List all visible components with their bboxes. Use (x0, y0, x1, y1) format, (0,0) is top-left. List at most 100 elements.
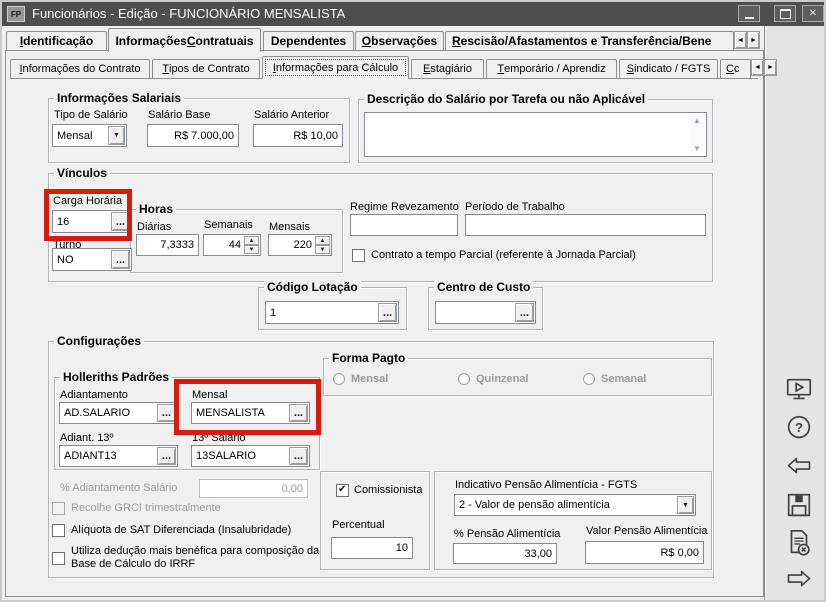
sat-label: Alíquota de SAT Diferenciada (Insalubrid… (71, 524, 292, 536)
pensao-valor-label: Valor Pensão Alimentícia (586, 525, 708, 537)
ellipsis-button[interactable]: ... (157, 447, 176, 465)
tipo-salario-label: Tipo de Salário (54, 109, 128, 121)
centro-custo-input[interactable]: ... (435, 301, 536, 324)
scroll-up-icon[interactable]: ▲ (693, 116, 701, 125)
forma-quinzenal-radio (458, 373, 470, 385)
forma-semanal-label: Semanal (601, 373, 647, 385)
pensao-pct-label: % Pensão Alimentícia (454, 528, 561, 540)
horas-diarias-input[interactable]: 7,3333 (136, 234, 199, 256)
percentual-label: Percentual (332, 519, 385, 531)
group-title: Configurações (54, 335, 145, 347)
adiantamento-label: Adiantamento (60, 389, 128, 401)
ellipsis-button[interactable]: ... (289, 404, 308, 422)
ellipsis-button[interactable]: ... (515, 303, 534, 322)
salario-base-input[interactable]: R$ 7.000,00 (147, 124, 239, 147)
regime-revezamento-label: Regime Revezamento (350, 201, 459, 213)
maximize-icon (779, 8, 791, 19)
descricao-textarea[interactable]: ▲ ▼ (364, 112, 707, 157)
maximize-button[interactable] (774, 5, 796, 22)
carga-horaria-label: Carga Horária (53, 195, 123, 207)
pensao-indicativo-label: Indicativo Pensão Alimentícia - FGTS (455, 479, 638, 491)
salario13-input[interactable]: 13SALARIO ... (191, 445, 310, 467)
percentual-input[interactable]: 10 (331, 537, 413, 559)
sat-checkbox[interactable] (52, 524, 65, 537)
horas-mensais-stepper[interactable]: 220 ▲ ▼ (268, 234, 332, 256)
close-button[interactable]: ✕ (802, 5, 824, 22)
secondary-tabs-scroll-right[interactable]: ► (764, 59, 777, 76)
titlebar[interactable]: FP Funcionários - Edição - FUNCIONÁRIO M… (2, 2, 824, 26)
adiant13-input[interactable]: ADIANT13 ... (59, 445, 178, 467)
turno-input[interactable]: NO ... (52, 248, 132, 271)
group-pensao-alimenticia (434, 471, 712, 570)
scroll-right-icon: ► (750, 36, 757, 44)
scroll-down-icon[interactable]: ▼ (693, 144, 701, 153)
spin-down-icon[interactable]: ▼ (315, 245, 330, 254)
help-button[interactable]: ? (781, 411, 817, 445)
group-horas (130, 209, 343, 273)
mensal-input[interactable]: MENSALISTA ... (191, 402, 310, 424)
next-record-button[interactable] (781, 562, 817, 596)
contrato-parcial-checkbox[interactable] (352, 249, 365, 262)
periodo-trabalho-input[interactable] (465, 214, 706, 236)
salario-base-label: Salário Base (148, 109, 211, 121)
group-title: Centro de Custo (434, 281, 534, 293)
textarea-scrollbar[interactable]: ▲ ▼ (689, 114, 705, 155)
spinner[interactable]: ▲ ▼ (244, 236, 259, 254)
spin-up-icon[interactable]: ▲ (315, 236, 330, 245)
minimize-icon (744, 16, 754, 19)
tab-dependentes[interactable]: Dependentes (263, 31, 354, 50)
tipo-salario-select[interactable]: Mensal ▼ (52, 124, 127, 147)
dropdown-arrow-icon[interactable]: ▼ (677, 496, 694, 514)
secondary-tabs-scroll-left[interactable]: ◄ (751, 59, 764, 76)
comissionista-checkbox[interactable] (336, 484, 349, 497)
horas-semanais-stepper[interactable]: 44 ▲ ▼ (203, 234, 261, 256)
group-title: Forma Pagto (329, 352, 409, 364)
cancel-record-button[interactable] (781, 526, 817, 560)
forma-mensal-radio (333, 373, 345, 385)
document-cancel-icon (790, 529, 810, 556)
arrow-right-icon (787, 570, 811, 587)
monitor-play-icon (786, 378, 812, 400)
contrato-parcial-label: Contrato a tempo Parcial (referente à Jo… (371, 249, 636, 261)
dropdown-arrow-icon[interactable]: ▼ (108, 126, 125, 145)
save-button[interactable] (781, 488, 817, 522)
primary-tabs-scroll-right[interactable]: ► (747, 31, 760, 49)
primary-tabs-scroll-left[interactable]: ◄ (734, 31, 747, 49)
codigo-lotacao-input[interactable]: 1 ... (265, 301, 399, 324)
grci-label: Recolhe GRCI trimestralmente (71, 502, 221, 514)
spinner[interactable]: ▲ ▼ (315, 236, 330, 254)
spin-up-icon[interactable]: ▲ (244, 236, 259, 245)
pensao-valor-input[interactable]: R$ 0,00 (585, 541, 704, 564)
group-comissionista (320, 471, 430, 570)
salario-anterior-input[interactable]: R$ 10,00 (253, 124, 343, 147)
regime-revezamento-input[interactable] (350, 214, 458, 236)
minimize-button[interactable] (738, 5, 760, 22)
previous-record-button[interactable] (781, 449, 817, 483)
pensao-pct-input[interactable]: 33,00 (453, 543, 557, 564)
ellipsis-button[interactable]: ... (378, 303, 397, 322)
ellipsis-button[interactable]: ... (289, 447, 308, 465)
horas-mensais-label: Mensais (269, 221, 310, 233)
mensal-label: Mensal (192, 389, 228, 401)
scroll-right-icon: ► (767, 64, 774, 71)
adiantamento-input[interactable]: AD.SALARIO ... (59, 402, 178, 424)
ellipsis-button[interactable]: ... (111, 250, 130, 269)
run-report-button[interactable] (781, 373, 817, 407)
spin-down-icon[interactable]: ▼ (244, 245, 259, 254)
pensao-indicativo-select[interactable]: 2 - Valor de pensão alimentícia ▼ (454, 494, 696, 516)
irrf-checkbox[interactable] (52, 552, 65, 565)
forma-quinzenal-label: Quinzenal (476, 373, 529, 385)
scroll-left-icon: ◄ (737, 36, 744, 44)
